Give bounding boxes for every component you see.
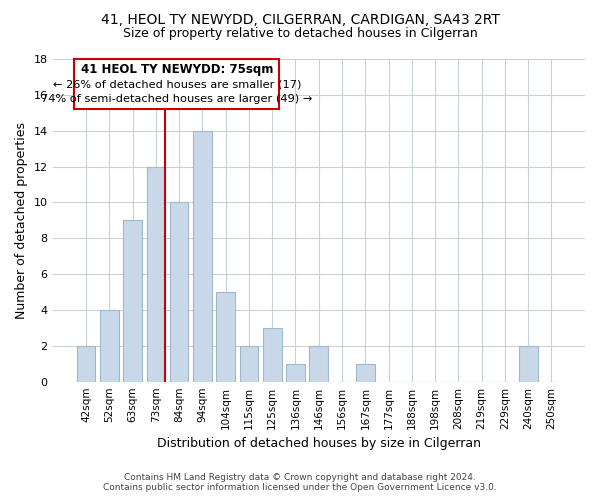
- Text: 74% of semi-detached houses are larger (49) →: 74% of semi-detached houses are larger (…: [41, 94, 313, 104]
- Bar: [263, 328, 281, 382]
- Text: 41 HEOL TY NEWYDD: 75sqm: 41 HEOL TY NEWYDD: 75sqm: [80, 64, 273, 76]
- Bar: [77, 346, 95, 382]
- Bar: [217, 292, 235, 382]
- Bar: [286, 364, 305, 382]
- Bar: [170, 202, 188, 382]
- Bar: [193, 130, 212, 382]
- Text: 41, HEOL TY NEWYDD, CILGERRAN, CARDIGAN, SA43 2RT: 41, HEOL TY NEWYDD, CILGERRAN, CARDIGAN,…: [101, 12, 499, 26]
- Bar: [356, 364, 374, 382]
- Bar: [519, 346, 538, 382]
- Text: Contains HM Land Registry data © Crown copyright and database right 2024.
Contai: Contains HM Land Registry data © Crown c…: [103, 473, 497, 492]
- X-axis label: Distribution of detached houses by size in Cilgerran: Distribution of detached houses by size …: [157, 437, 481, 450]
- Text: ← 26% of detached houses are smaller (17): ← 26% of detached houses are smaller (17…: [53, 79, 301, 89]
- Bar: [310, 346, 328, 382]
- Bar: [123, 220, 142, 382]
- Text: Size of property relative to detached houses in Cilgerran: Size of property relative to detached ho…: [122, 28, 478, 40]
- Bar: [100, 310, 119, 382]
- Y-axis label: Number of detached properties: Number of detached properties: [15, 122, 28, 319]
- FancyBboxPatch shape: [74, 59, 279, 109]
- Bar: [146, 166, 165, 382]
- Bar: [239, 346, 258, 382]
